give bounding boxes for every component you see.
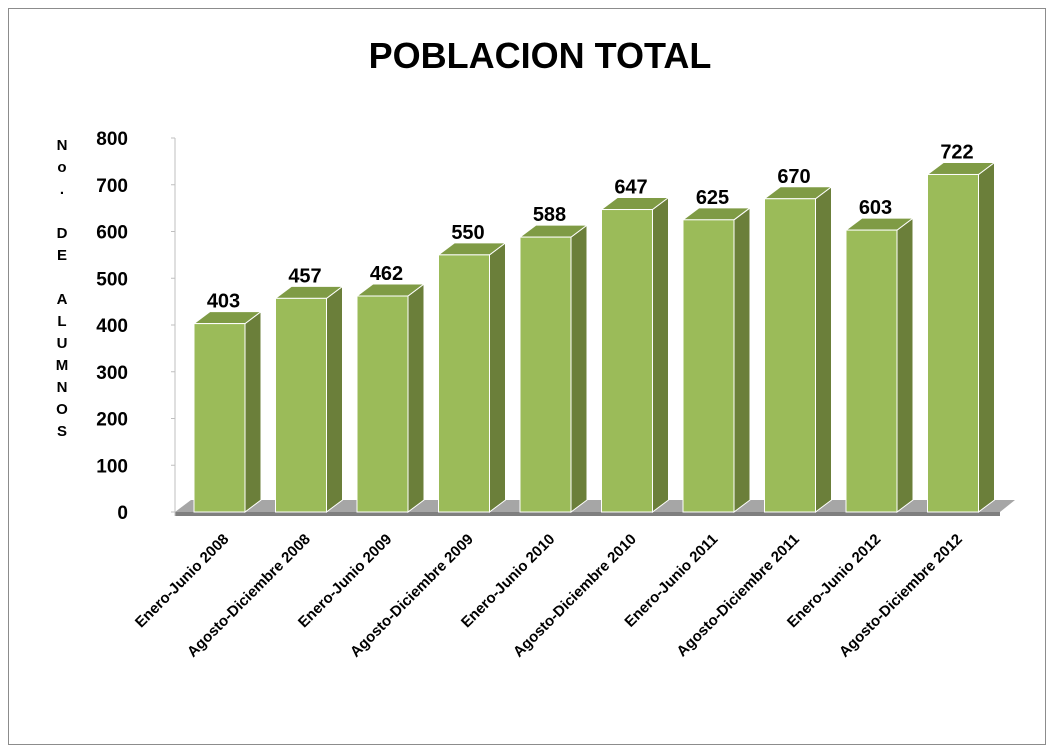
bar-front [275,297,327,513]
bar [926,161,996,513]
floor-edge [175,512,1000,516]
value-label: 457 [288,265,321,287]
y-tick-label: 200 [96,410,128,431]
bar-front [845,229,898,513]
value-label: 647 [614,177,647,199]
bar-side [733,206,751,513]
value-label: 625 [696,187,729,209]
bar [681,206,752,513]
bar [192,310,263,513]
y-tick-label: 400 [96,316,128,337]
bar [600,196,670,513]
bar [518,224,589,513]
bar-side [407,283,425,513]
value-label: 550 [451,222,484,244]
y-tick-label: 300 [96,363,128,384]
value-label: 670 [777,166,810,188]
chart-title: POBLACION TOTAL [369,35,712,76]
bar-side [326,285,343,513]
value-label: 588 [533,204,566,226]
bar-side [652,196,669,513]
bar-side [489,241,506,513]
value-label: 403 [207,291,240,313]
y-tick-label: 0 [117,503,128,524]
value-label: 603 [859,197,892,219]
value-label: 722 [940,141,973,163]
bar-front [682,219,735,513]
bar-side [978,161,995,513]
bar [763,185,833,513]
bar [437,241,507,513]
bar-side [244,310,262,513]
bar-front [193,323,246,513]
y-tick-label: 800 [96,129,128,150]
bar-front [519,236,572,513]
bar-front [927,173,979,513]
y-tick-label: 700 [96,176,128,197]
y-tick-label: 500 [96,269,128,290]
bar-front [438,254,490,513]
bar [274,285,344,513]
bar [355,283,426,513]
bar-front [764,198,816,513]
bar-side [815,185,832,513]
bar-side [570,224,588,513]
bar-front [356,295,409,513]
bar-side [896,217,914,513]
value-label: 462 [370,263,403,285]
y-tick-label: 100 [96,456,128,477]
bar-front [601,209,653,513]
bar [844,217,915,513]
y-tick-label: 600 [96,223,128,244]
